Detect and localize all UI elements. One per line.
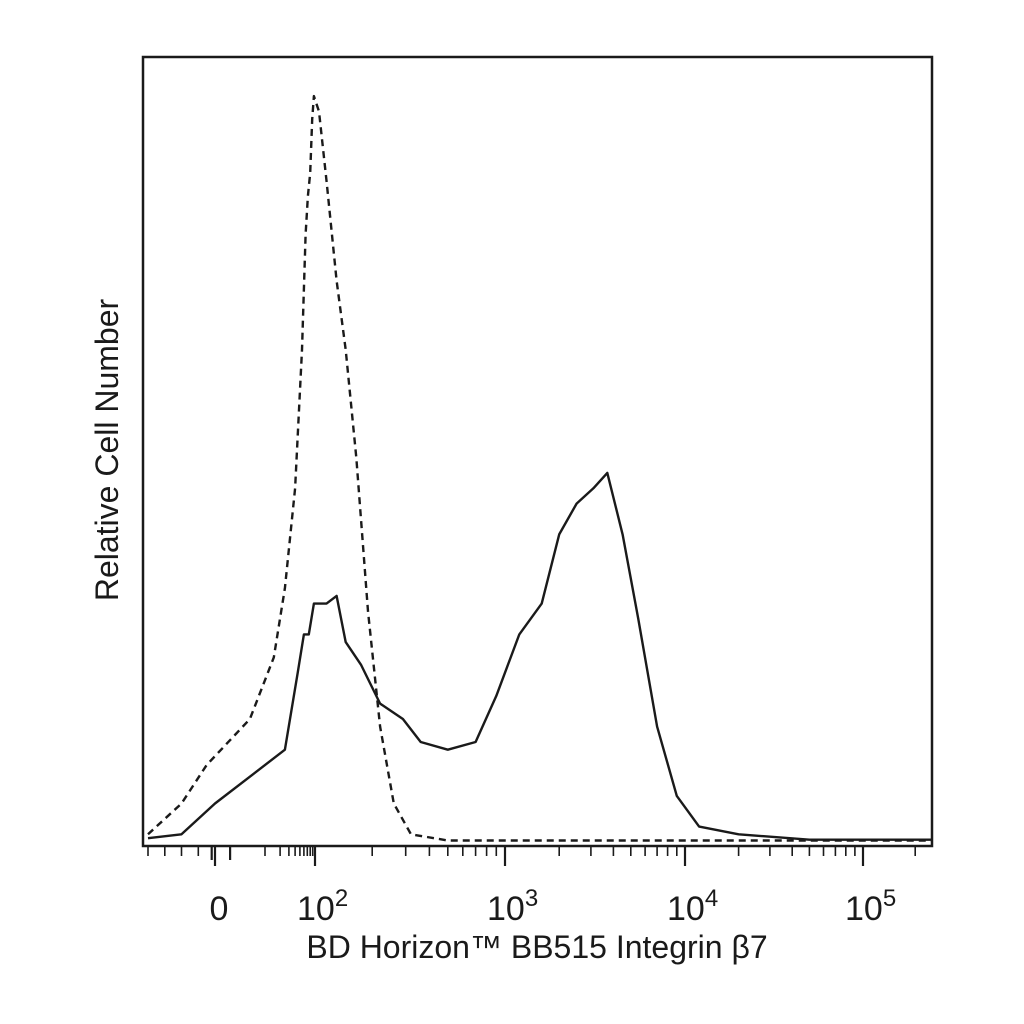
x-tick-label: 102 (297, 885, 348, 928)
x-tick-label-base: 0 (210, 890, 229, 928)
x-axis-ticks (147, 846, 917, 866)
x-axis-tick-labels: 0 102 103 104 105 (210, 885, 897, 928)
plot-frame (141, 55, 934, 848)
x-tick-label-exponent: 3 (525, 885, 538, 912)
x-tick-label: 104 (667, 885, 718, 928)
x-tick-label: 105 (845, 885, 896, 928)
y-axis-label: Relative Cell Number (89, 298, 125, 601)
series-layer (147, 94, 932, 842)
x-tick-label-exponent: 4 (705, 885, 718, 912)
plot-area (141, 55, 934, 848)
x-tick-label: 103 (487, 885, 538, 928)
x-tick-label-base: 10 (667, 890, 705, 928)
x-tick-label-base: 10 (297, 890, 335, 928)
x-tick-label-base: 10 (487, 890, 525, 928)
x-tick-label-exponent: 2 (335, 885, 348, 912)
series-line-dashed (147, 94, 932, 842)
x-tick-label: 0 (210, 890, 229, 928)
x-tick-label-exponent: 5 (883, 885, 896, 912)
series-line-solid (147, 471, 932, 841)
x-axis-label: BD Horizon™ BB515 Integrin β7 (306, 929, 767, 965)
x-tick-label-base: 10 (845, 890, 883, 928)
